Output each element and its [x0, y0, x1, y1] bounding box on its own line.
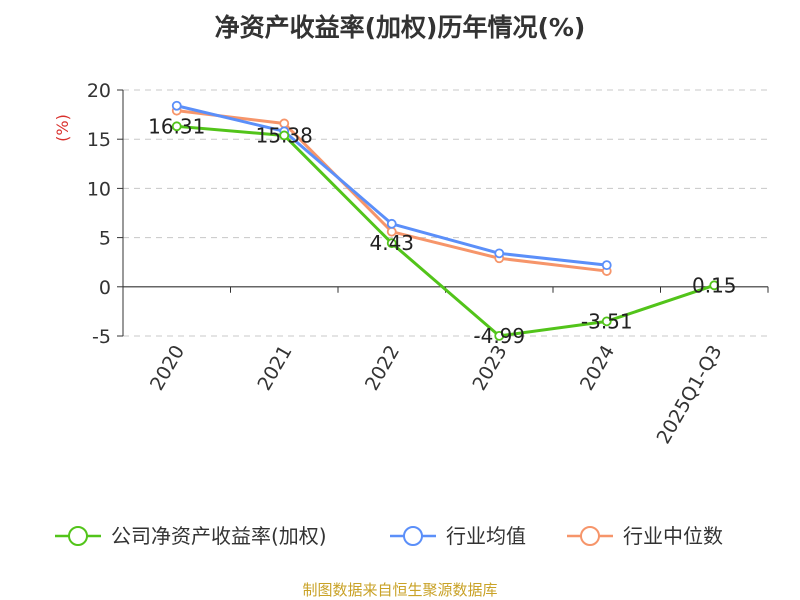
chart-title: 净资产收益率(加权)历年情况(%) [214, 13, 586, 42]
x-tick-label: 2025Q1-Q3 [653, 342, 727, 448]
y-tick-label: -5 [92, 326, 111, 348]
data-label: 16.31 [148, 114, 205, 138]
x-tick-label: 2023 [468, 342, 511, 395]
y-tick-label: 0 [99, 277, 111, 299]
y-tick-label: 20 [87, 80, 111, 102]
source-note: 制图数据来自恒生聚源数据库 [302, 581, 498, 599]
legend-swatch-marker [580, 526, 600, 546]
data-label: 15.38 [256, 123, 313, 147]
y-tick-label: 15 [87, 129, 111, 151]
x-tick-label: 2021 [253, 342, 296, 395]
data-label: 0.15 [692, 273, 737, 297]
data-point [601, 316, 612, 327]
data-point [171, 100, 182, 111]
data-labels: 16.31 15.38 4.43 -4.99 -3.51 0.15 [148, 114, 736, 348]
data-label: -3.51 [581, 309, 633, 333]
data-point [494, 331, 505, 341]
data-point [171, 121, 182, 132]
x-tick-label: 2024 [576, 342, 619, 395]
data-point [386, 218, 397, 229]
x-tick-label: 2022 [361, 342, 404, 395]
legend-label: 行业均值 [446, 524, 526, 548]
data-point [494, 248, 505, 259]
legend-swatch-marker [68, 526, 88, 546]
series-lines [171, 100, 720, 341]
data-label: -4.99 [473, 324, 525, 348]
y-axis-label: (%) [53, 114, 72, 142]
series-line [176, 124, 715, 338]
y-tick-label: 5 [99, 228, 111, 250]
legend-label: 行业中位数 [623, 524, 723, 548]
data-label: 4.43 [369, 231, 414, 255]
y-tick-label: 10 [87, 178, 111, 200]
data-point [279, 130, 290, 141]
legend-label: 公司净资产收益率(加权) [111, 524, 327, 548]
legend: 公司净资产收益率(加权) 行业均值 行业中位数 [55, 524, 723, 548]
data-point [386, 238, 397, 249]
legend-swatch-marker [403, 526, 423, 546]
data-point [709, 280, 720, 291]
data-point [601, 260, 612, 271]
x-tick-label: 2020 [146, 342, 189, 395]
